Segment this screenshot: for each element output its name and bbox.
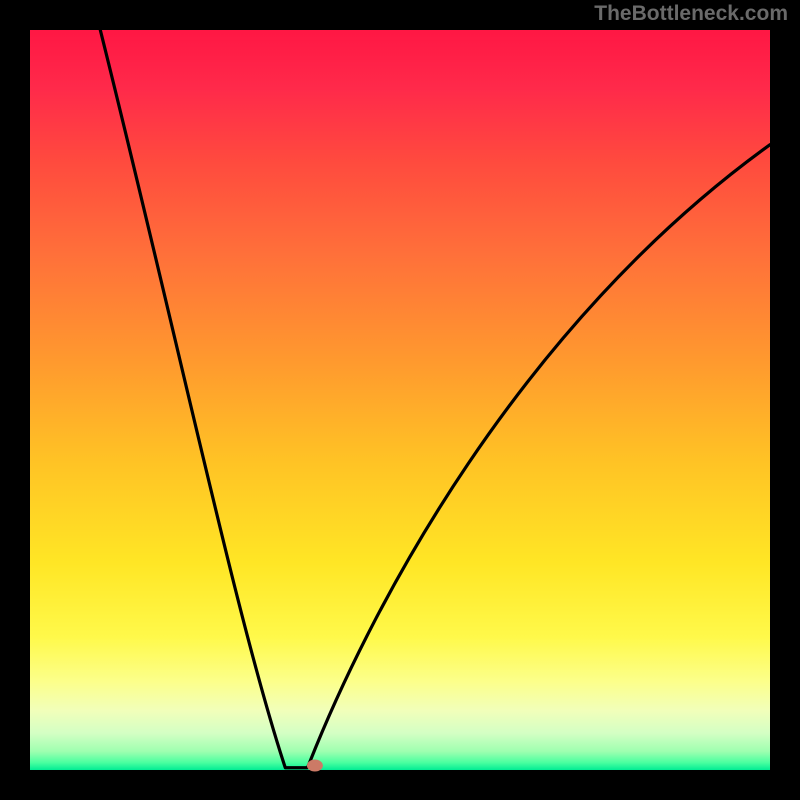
optimal-point-marker: [307, 760, 323, 772]
chart-container: TheBottleneck.com: [0, 0, 800, 800]
plot-background: [30, 30, 770, 770]
bottleneck-chart: [0, 0, 800, 800]
watermark-text: TheBottleneck.com: [594, 2, 788, 26]
